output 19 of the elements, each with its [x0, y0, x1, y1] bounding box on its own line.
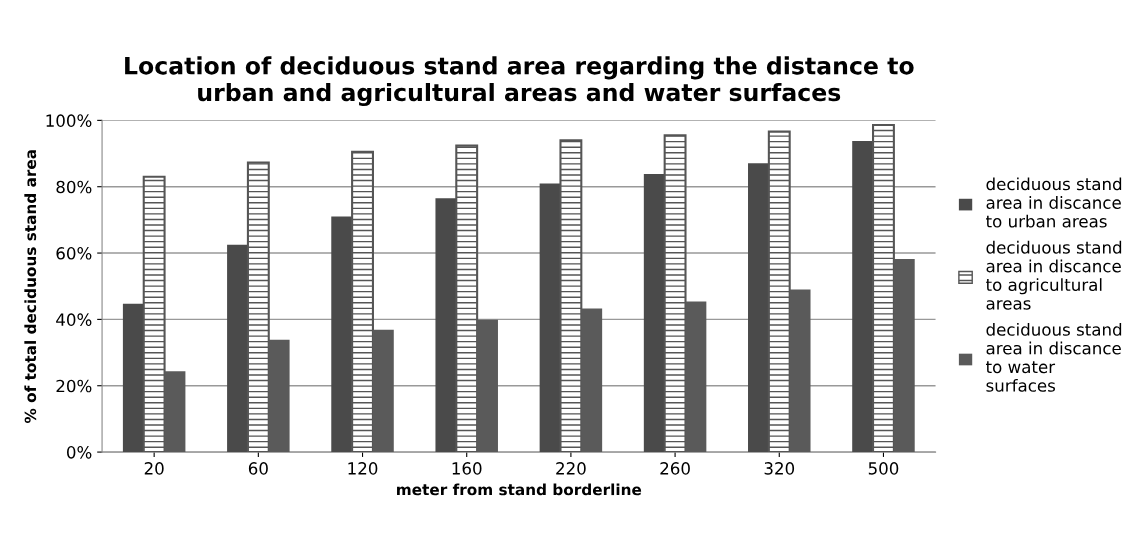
chart-title: Location of deciduous stand area regarding the distance to urban and agricultural areas and water surfaces: [125, 56, 914, 107]
x-tick-label: 260: [660, 462, 690, 475]
y-tick-label: 60%: [56, 247, 92, 260]
x-tick-label: 60: [248, 462, 268, 475]
legend-label: deciduous stand area in discance to urban areas: [986, 177, 1122, 228]
y-tick-label: 40%: [56, 313, 92, 326]
x-tick-label: 500: [868, 462, 899, 475]
x-tick-label: 120: [348, 462, 378, 475]
x-axis-title: meter from stand borderline: [397, 483, 642, 496]
y-tick-label: 100%: [46, 114, 92, 127]
legend-label: deciduous stand area in discance to water surfaces: [986, 322, 1122, 392]
y-axis-title: % of total deciduous stand area: [24, 150, 37, 424]
x-tick-label: 220: [556, 462, 586, 475]
x-tick-label: 320: [764, 462, 795, 475]
x-tick-label: 160: [452, 462, 482, 475]
y-tick-label: 80%: [56, 180, 92, 194]
x-tick-label: 20: [144, 462, 164, 475]
y-tick-label: 20%: [56, 379, 92, 393]
y-tick-label: 0%: [67, 446, 92, 459]
